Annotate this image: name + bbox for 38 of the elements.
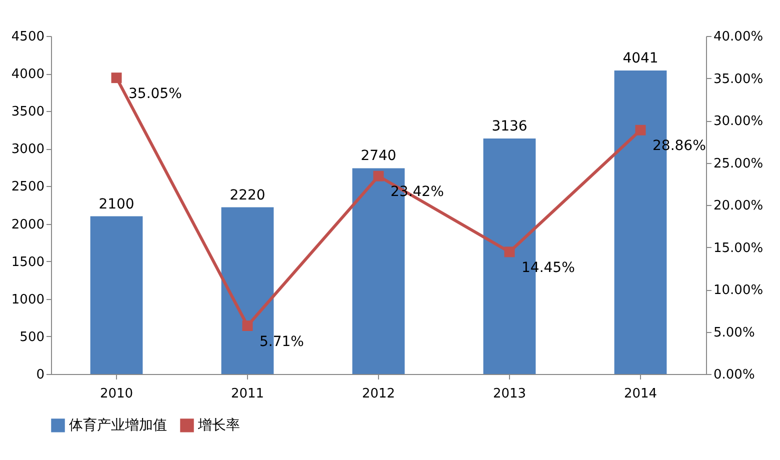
data-label: 2100 [98, 196, 134, 212]
legend-label: 增长率 [197, 417, 240, 434]
data-label: 3136 [492, 118, 528, 134]
y2-tick-label: 10.00% [714, 283, 764, 298]
y-tick-label: 500 [20, 330, 44, 345]
y2-tick-label: 5.00% [714, 325, 755, 340]
x-tick-label: 2010 [100, 386, 134, 402]
y-tick-label: 2000 [11, 217, 44, 232]
y2-tick-label: 20.00% [714, 198, 764, 214]
point [635, 124, 646, 136]
y2-tick-label: 40.00% [714, 30, 764, 44]
point [373, 170, 384, 182]
y-tick-label: 1500 [11, 254, 44, 270]
y-tick-label: 4000 [11, 67, 44, 82]
y2-tick-label: 15.00% [714, 240, 764, 256]
y2-tick-label: 30.00% [714, 114, 764, 129]
y-tick-label: 4500 [11, 30, 44, 44]
data-label: 35.05% [128, 86, 182, 102]
x-tick-label: 2014 [624, 386, 658, 402]
y-tick-label: 3000 [11, 142, 44, 158]
y-tick-label: 2500 [11, 180, 44, 195]
y2-tick-label: 35.00% [714, 72, 764, 87]
y-tick-label: 3500 [11, 104, 44, 120]
y-tick-label: 1000 [11, 292, 44, 308]
point [242, 320, 253, 331]
x-tick-label: 2013 [492, 386, 526, 402]
data-label: 2740 [360, 148, 396, 164]
bar [90, 216, 143, 374]
y2-tick-label: 25.00% [714, 156, 764, 172]
y2-tick-label: 0.00% [714, 368, 755, 382]
x-tick-label: 2012 [362, 386, 396, 402]
point [111, 72, 122, 84]
x-tick-label: 2011 [230, 386, 264, 402]
data-label: 2220 [230, 187, 266, 204]
point [504, 246, 515, 258]
data-label: 4041 [622, 50, 658, 66]
y-tick-label: 0 [36, 368, 44, 382]
legend-label: 体育产业增加值 [69, 416, 167, 434]
